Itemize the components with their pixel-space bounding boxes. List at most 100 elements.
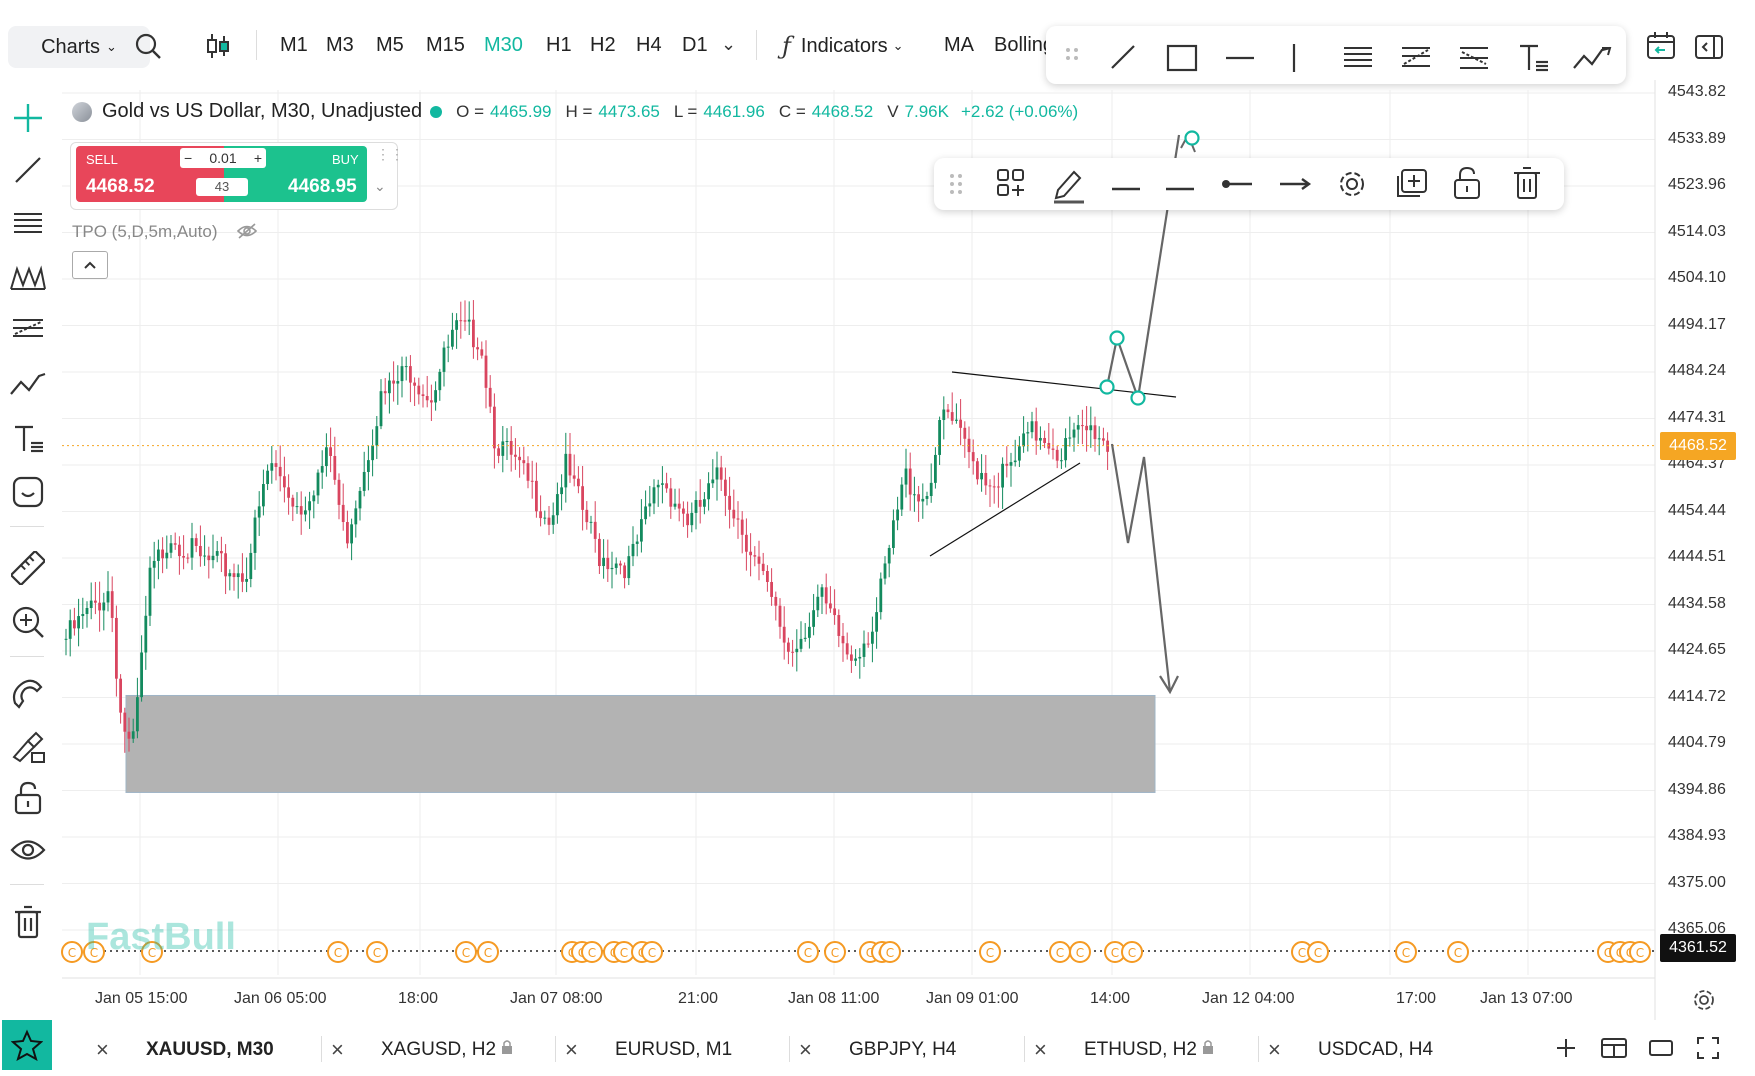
- timeframe-m30[interactable]: M30: [484, 34, 523, 56]
- arrow-end-icon[interactable]: [1278, 176, 1312, 197]
- trend-line-tool-icon[interactable]: [1108, 42, 1138, 77]
- lot-stepper[interactable]: − 0.01 +: [180, 148, 266, 168]
- candle-body: [476, 347, 479, 350]
- emoji-icon[interactable]: [6, 470, 50, 514]
- candle-body: [295, 506, 299, 508]
- timeframe-d1[interactable]: D1: [682, 34, 708, 56]
- candle-body: [266, 470, 269, 485]
- clone-icon[interactable]: [1394, 168, 1428, 205]
- fibonacci-icon[interactable]: [6, 308, 50, 352]
- eye-icon[interactable]: [6, 828, 50, 872]
- zoom-in-icon[interactable]: [6, 600, 50, 644]
- ruler-icon[interactable]: [6, 546, 50, 590]
- pencil-icon[interactable]: [1052, 164, 1086, 209]
- tab-close-icon[interactable]: ×: [331, 1037, 344, 1062]
- volume-value: 7.96K: [904, 101, 949, 121]
- settings-gear-icon[interactable]: [1336, 168, 1368, 205]
- brush-lock-icon[interactable]: [6, 724, 50, 768]
- minus-icon[interactable]: −: [184, 150, 193, 166]
- drag-handle-icon[interactable]: ⋮⋮: [376, 146, 404, 162]
- candlestick-type-icon[interactable]: [204, 32, 232, 60]
- tab-close-icon[interactable]: ×: [565, 1037, 578, 1062]
- charts-dropdown[interactable]: Charts ⌄: [8, 26, 150, 68]
- symbol-tab[interactable]: XAUUSD, M30: [146, 1030, 274, 1070]
- path-tool-icon[interactable]: [1572, 44, 1612, 77]
- search-icon[interactable]: [134, 32, 162, 60]
- watchlist-star-button[interactable]: [2, 1020, 52, 1070]
- ma-button[interactable]: MA: [944, 34, 974, 56]
- timeframe-m5[interactable]: M5: [376, 34, 404, 56]
- settings-gear-icon[interactable]: [1692, 988, 1716, 1017]
- candle-body: [514, 454, 517, 457]
- candle-body: [850, 654, 853, 661]
- demand-zone-rectangle: [125, 694, 1156, 793]
- text-icon[interactable]: [6, 416, 50, 460]
- delete-icon[interactable]: [1512, 166, 1542, 205]
- candle-body: [560, 487, 563, 495]
- panel-toggle-icon[interactable]: [1694, 32, 1724, 62]
- fib-channel-tool-icon[interactable]: [1458, 44, 1490, 77]
- calendar-event-icon-glyph: C: [1128, 946, 1136, 960]
- chevron-down-icon[interactable]: ⌄: [374, 178, 386, 194]
- bollinger-button[interactable]: Bolling: [994, 34, 1055, 56]
- calendar-event-icon: [477, 941, 499, 963]
- horizontal-line-tool-icon[interactable]: [1224, 44, 1256, 77]
- collapse-button[interactable]: [72, 251, 108, 279]
- indicators-button[interactable]: ƒ Indicators ⌄: [782, 32, 904, 60]
- timeframe-h2[interactable]: H2: [590, 34, 616, 56]
- symbol-tab[interactable]: USDCAD, H4: [1318, 1030, 1433, 1070]
- channel-icon[interactable]: [6, 202, 50, 246]
- candle-body: [119, 678, 122, 713]
- unlock-icon[interactable]: [1452, 166, 1482, 205]
- magnet-icon[interactable]: [6, 672, 50, 716]
- timeframe-m3[interactable]: M3: [326, 34, 354, 56]
- templates-icon[interactable]: [996, 168, 1026, 203]
- tab-close-icon[interactable]: ×: [799, 1037, 812, 1062]
- vertical-line-tool-icon[interactable]: [1284, 42, 1304, 79]
- layout-icon[interactable]: [1600, 1036, 1628, 1065]
- parallel-channel-tool-icon[interactable]: [1342, 44, 1374, 77]
- line-style-icon[interactable]: [1164, 180, 1196, 198]
- change-value: +2.62 (+0.06%): [960, 101, 1079, 121]
- symbol-tab[interactable]: XAGUSD, H2: [381, 1030, 514, 1070]
- text-tool-icon[interactable]: [1516, 40, 1550, 79]
- price-chart[interactable]: CCCCCCCCCCCCCCCCCCCCCCCCCCCCCCCC: [0, 0, 1755, 1020]
- candle-body: [585, 509, 589, 523]
- tab-close-icon[interactable]: ×: [96, 1037, 109, 1062]
- rectangle-tool-icon[interactable]: [1166, 44, 1198, 77]
- symbol-tab[interactable]: EURUSD, M1: [615, 1030, 732, 1070]
- symbol-info: Gold vs US Dollar, M30, Unadjusted O = 4…: [72, 100, 1078, 123]
- timeframe-m15[interactable]: M15: [426, 34, 465, 56]
- timeframe-h1[interactable]: H1: [546, 34, 572, 56]
- add-tab-icon[interactable]: [1554, 1036, 1578, 1065]
- plus-icon[interactable]: +: [253, 150, 262, 166]
- path-icon[interactable]: [6, 362, 50, 406]
- calendar-event-icon: [879, 941, 901, 963]
- line-width-icon[interactable]: [1110, 180, 1142, 198]
- trend-line-icon[interactable]: [6, 148, 50, 192]
- crosshair-icon[interactable]: [6, 96, 50, 140]
- candle-body: [971, 452, 975, 462]
- tab-close-icon[interactable]: ×: [1034, 1037, 1047, 1062]
- lock-icon[interactable]: [6, 776, 50, 820]
- price-tick-label: 4384.93: [1668, 827, 1726, 844]
- trash-icon[interactable]: [6, 900, 50, 944]
- symbol-tab[interactable]: ETHUSD, H2: [1084, 1030, 1215, 1070]
- timeframe-h4[interactable]: H4: [636, 34, 662, 56]
- candle-body: [413, 382, 416, 386]
- fullscreen-icon[interactable]: [1696, 1036, 1720, 1065]
- price-tick-label: 4404.79: [1668, 734, 1726, 751]
- chevron-down-icon[interactable]: ⌄: [721, 34, 737, 54]
- pattern-icon[interactable]: [6, 256, 50, 300]
- line-end-icon[interactable]: [1220, 176, 1254, 197]
- eye-off-icon[interactable]: [236, 222, 258, 245]
- symbol-tab[interactable]: GBPJPY, H4: [849, 1030, 956, 1070]
- candle-body: [862, 643, 866, 657]
- calendar-event-icon: [979, 941, 1001, 963]
- calendar-icon[interactable]: [1645, 30, 1677, 62]
- timeframe-m1[interactable]: M1: [280, 34, 308, 56]
- window-icon[interactable]: [1648, 1038, 1674, 1063]
- candle-body: [68, 620, 72, 639]
- tab-close-icon[interactable]: ×: [1268, 1037, 1281, 1062]
- fib-retracement-tool-icon[interactable]: [1400, 44, 1432, 77]
